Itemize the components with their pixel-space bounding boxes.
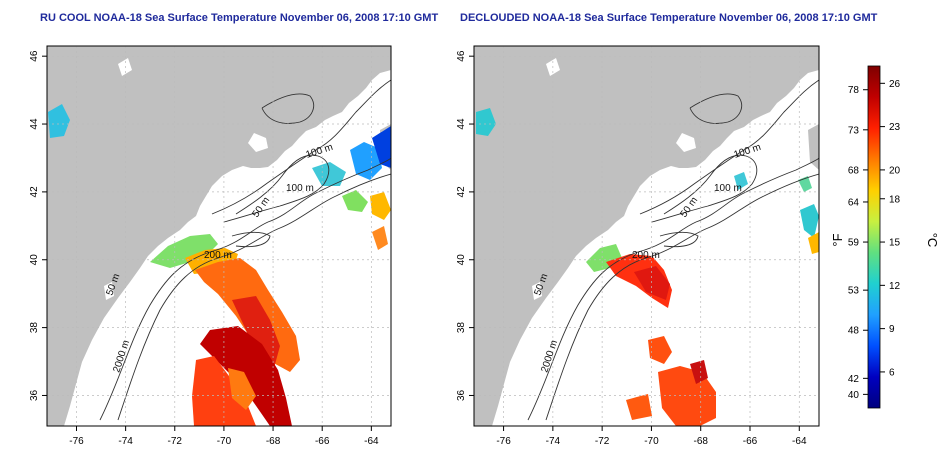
lon-tick-label: -76 xyxy=(69,436,84,447)
lat-tick-label: 46 xyxy=(456,50,467,62)
lon-tick-label: -76 xyxy=(496,436,511,447)
lon-tick-label: -64 xyxy=(792,436,807,447)
fahrenheit-tick-label: 48 xyxy=(848,326,860,337)
celsius-tick-label: 18 xyxy=(889,194,901,205)
fahrenheit-tick-label: 64 xyxy=(848,197,860,208)
lat-tick-label: 38 xyxy=(29,322,40,334)
lon-tick-label: -66 xyxy=(315,436,330,447)
celsius-tick-label: 20 xyxy=(889,165,901,176)
celsius-axis-label: °C xyxy=(925,233,940,248)
fahrenheit-tick-label: 53 xyxy=(848,286,860,297)
lon-tick-label: -68 xyxy=(693,436,708,447)
lon-tick-label: -68 xyxy=(266,436,281,447)
right-map-frame xyxy=(473,45,820,427)
fahrenheit-tick-label: 78 xyxy=(848,85,860,96)
fahrenheit-tick-label: 42 xyxy=(848,374,860,385)
lon-tick-label: -72 xyxy=(595,436,610,447)
contour-label: 200 m xyxy=(632,250,660,261)
fahrenheit-tick-label: 73 xyxy=(848,125,860,136)
left-lon-axis: -76 -74 -72 -70 -68 -66 -64 xyxy=(69,426,379,447)
left-depth-contours xyxy=(99,79,391,421)
colorbar-gradient xyxy=(867,65,881,409)
right-sst-field xyxy=(476,108,819,426)
celsius-tick-label: 12 xyxy=(889,281,901,292)
left-map-frame xyxy=(46,45,392,427)
celsius-tick-label: 9 xyxy=(889,324,895,335)
right-map-title: DECLOUDED NOAA-18 Sea Surface Temperatur… xyxy=(460,12,878,24)
fahrenheit-tick-label: 68 xyxy=(848,165,860,176)
celsius-ticks: 26 23 20 18 15 12 9 6 xyxy=(880,79,901,378)
left-map-title: RU COOL NOAA-18 Sea Surface Temperature … xyxy=(40,12,439,24)
lon-tick-label: -66 xyxy=(743,436,758,447)
lon-tick-label: -64 xyxy=(364,436,379,447)
lat-tick-label: 36 xyxy=(29,389,40,401)
lat-tick-label: 44 xyxy=(456,118,467,130)
lon-tick-label: -74 xyxy=(118,436,133,447)
celsius-tick-label: 15 xyxy=(889,238,901,249)
contour-label: 100 m xyxy=(714,183,742,194)
right-land-mass xyxy=(474,46,819,426)
lat-tick-label: 42 xyxy=(29,186,40,198)
contour-label: 200 m xyxy=(204,250,232,261)
lat-tick-label: 40 xyxy=(456,254,467,266)
celsius-tick-label: 23 xyxy=(889,122,901,133)
lat-tick-label: 42 xyxy=(456,186,467,198)
lon-tick-label: -70 xyxy=(644,436,659,447)
lat-tick-label: 38 xyxy=(456,322,467,334)
lat-tick-label: 44 xyxy=(29,118,40,130)
contour-label: 100 m xyxy=(286,183,314,194)
fahrenheit-tick-label: 40 xyxy=(848,390,860,401)
right-depth-contours xyxy=(527,79,819,421)
lat-tick-label: 36 xyxy=(456,389,467,401)
fahrenheit-axis-label: °F xyxy=(830,233,845,246)
fahrenheit-ticks: 78 73 68 64 59 53 48 42 40 xyxy=(848,85,868,401)
right-lon-axis: -76 -74 -72 -70 -68 -66 -64 xyxy=(496,426,807,447)
right-lat-axis: 46 44 42 40 38 36 xyxy=(456,50,474,401)
lon-tick-label: -74 xyxy=(546,436,561,447)
celsius-tick-label: 26 xyxy=(889,79,901,90)
right-grid-lines xyxy=(474,46,819,426)
left-lat-axis: 46 44 42 40 38 36 xyxy=(29,50,47,401)
left-grid-lines xyxy=(47,46,391,426)
lon-tick-label: -72 xyxy=(168,436,183,447)
lat-tick-label: 46 xyxy=(29,50,40,62)
temperature-colorbar: 78 73 68 64 59 53 48 42 40 26 23 20 18 15 12 9 6 °F °C xyxy=(830,65,940,409)
lat-tick-label: 40 xyxy=(29,254,40,266)
lon-tick-label: -70 xyxy=(217,436,232,447)
celsius-tick-label: 6 xyxy=(889,367,895,378)
fahrenheit-tick-label: 59 xyxy=(848,238,860,249)
